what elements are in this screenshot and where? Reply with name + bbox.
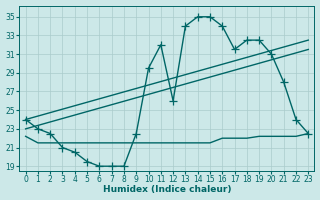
X-axis label: Humidex (Indice chaleur): Humidex (Indice chaleur) bbox=[103, 185, 231, 194]
